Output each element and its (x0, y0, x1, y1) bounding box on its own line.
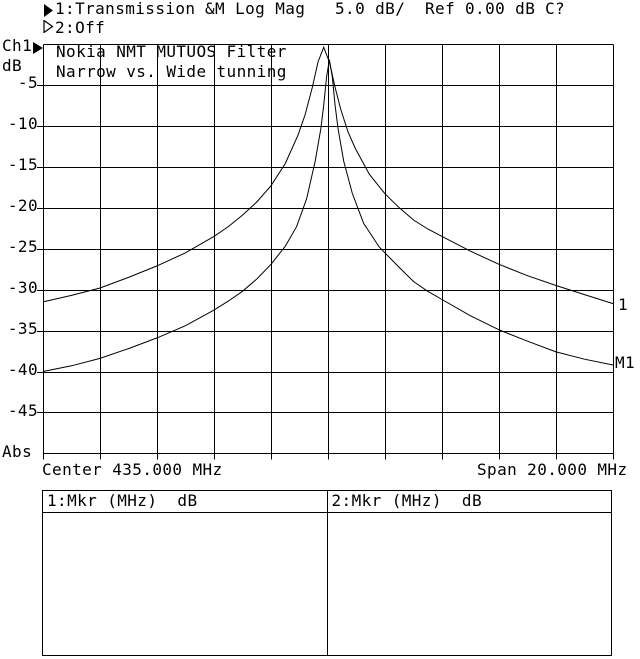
marker2-readout-cell: 2:Mkr (MHz) dB (326, 491, 611, 655)
y-axis-label: -30 (7, 278, 38, 298)
y-axis-label: -25 (7, 237, 38, 257)
title-line1: Nokia NMT MUTUOS Filter (56, 42, 287, 61)
y-axis-label: -5 (17, 73, 38, 93)
marker1-table-header: 1:Mkr (MHz) dB (43, 491, 327, 513)
inactive-trace-marker-icon (43, 20, 54, 33)
channel-label: Ch1 (2, 36, 33, 55)
title-line2: Narrow vs. Wide tunning (56, 62, 287, 81)
trace2-state-label: 2:Off (55, 18, 106, 37)
trace1-ref-label: Ref (425, 0, 456, 18)
y-axis-label: -15 (7, 155, 38, 175)
trace1-curve-label: 1 (618, 295, 629, 314)
trace1-scale-label: 5.0 dB/ (335, 0, 406, 18)
trace1-format-label: &M Log Mag (205, 0, 306, 18)
span-frequency-label: Span 20.000 MHz (477, 460, 628, 479)
marker-readout-table: 1:Mkr (MHz) dB 2:Mkr (MHz) dB (42, 490, 612, 656)
active-trace-marker-icon (44, 4, 53, 17)
marker2-table-header: 2:Mkr (MHz) dB (327, 491, 611, 513)
center-frequency-label: Center 435.000 MHz (42, 460, 223, 479)
y-axis-label: -40 (7, 360, 38, 379)
reference-level-marker-icon (33, 42, 43, 54)
trace1-measurement-label: 1:Transmission (55, 0, 196, 18)
memory-curve-label: M1 (615, 353, 636, 372)
trace-curve-1 (42, 45, 614, 305)
y-axis-label: -20 (7, 196, 38, 216)
y-axis-label: -10 (7, 114, 38, 134)
y-axis-label: -45 (7, 401, 38, 420)
axis-unit-label: dB (2, 56, 23, 75)
grid-lines (43, 44, 614, 454)
trace-curves (42, 45, 614, 372)
trace-curve-m1 (42, 59, 614, 372)
marker1-readout-cell: 1:Mkr (MHz) dB (43, 491, 327, 655)
axis-ticks (37, 85, 614, 460)
trace1-status-flag: C? (545, 0, 566, 18)
trace1-ref-value: 0.00 dB (465, 0, 536, 18)
y-axis-label: -35 (7, 319, 38, 339)
axis-mode-label: Abs (2, 442, 33, 461)
